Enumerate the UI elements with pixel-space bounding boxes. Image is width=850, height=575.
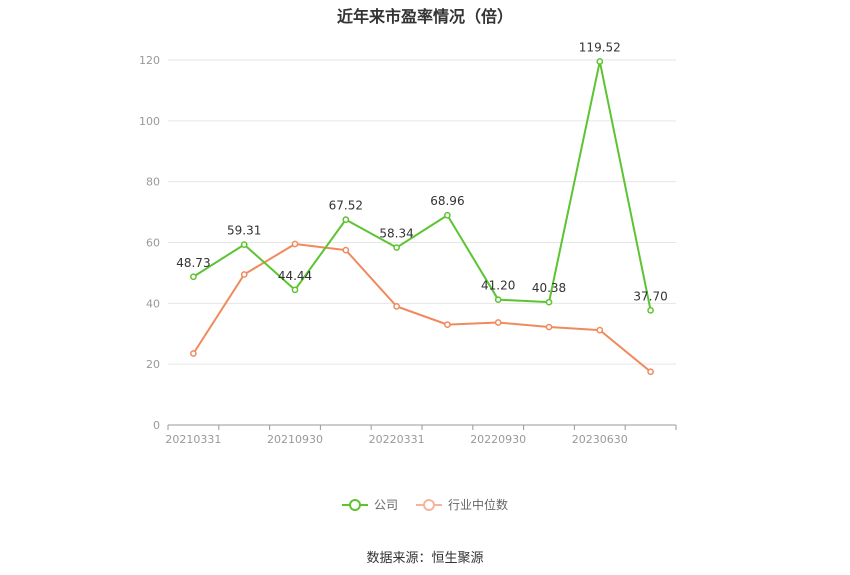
data-point-industry-median	[444, 321, 451, 328]
y-tick-label: 0	[153, 419, 160, 432]
data-point-company	[393, 244, 400, 251]
chart-title: 近年来市盈率情况（倍）	[336, 7, 513, 26]
y-tick-label: 40	[146, 297, 160, 310]
data-label-company: 119.52	[579, 40, 621, 54]
x-tick-label: 20220331	[369, 433, 425, 446]
data-point-company	[342, 216, 350, 223]
legend-swatch-industry-median	[416, 498, 442, 512]
legend-item-company[interactable]: 公司	[341, 496, 398, 513]
data-label-company: 48.73	[176, 256, 210, 270]
x-tick-label: 20210930	[267, 433, 323, 446]
data-point-industry-median	[291, 240, 299, 248]
data-point-industry-median	[545, 323, 553, 331]
data-point-company	[291, 286, 299, 294]
series-line-company	[192, 60, 652, 311]
data-point-industry-median	[596, 326, 604, 334]
data-label-company: 40.38	[532, 281, 566, 295]
data-label-company: 37.70	[633, 289, 667, 303]
data-source: 数据来源：恒生聚源	[366, 551, 484, 566]
legend-swatch-company	[341, 498, 368, 512]
data-labels: 48.73 59.31 44.44 67.52 58.34 68.96 41.20 40.38…	[176, 40, 668, 303]
data-label-company: 58.34	[379, 227, 413, 241]
legend-label-industry-median: 行业中位数	[448, 498, 509, 512]
gridlines	[168, 59, 676, 365]
axes: 0 20 40 60 80 100 120 20210331 20210930 20220331 2…	[139, 54, 677, 446]
data-point-company	[240, 241, 248, 248]
data-point-company	[190, 273, 197, 281]
data-point-company	[545, 298, 553, 306]
y-tick-label: 120	[139, 54, 160, 67]
data-label-company: 41.20	[481, 279, 515, 293]
series-line-industry-median	[192, 243, 652, 373]
data-point-industry-median	[240, 271, 248, 278]
series-lines	[190, 58, 654, 376]
data-point-industry-median	[190, 350, 197, 357]
data-label-company: 67.52	[329, 199, 363, 213]
y-tick-label: 20	[146, 358, 160, 371]
data-point-industry-median	[393, 303, 400, 310]
data-point-company	[647, 306, 654, 314]
data-label-company: 68.96	[430, 194, 464, 208]
data-point-industry-median	[494, 319, 502, 326]
legend: 公司 行业中位数	[0, 496, 850, 513]
data-point-industry-median	[342, 246, 350, 254]
data-label-company: 59.31	[227, 224, 261, 238]
data-point-company	[494, 296, 502, 304]
x-tick-label: 20210331	[165, 433, 221, 446]
data-point-industry-median	[647, 368, 654, 376]
data-label-company: 44.44	[278, 269, 312, 283]
y-tick-label: 100	[139, 115, 160, 128]
x-tick-label: 20230630	[572, 433, 628, 446]
data-point-company	[444, 211, 451, 219]
y-tick-label: 80	[146, 176, 160, 189]
data-point-company	[596, 58, 604, 65]
legend-label-company: 公司	[373, 498, 398, 512]
y-tick-label: 60	[146, 237, 160, 250]
x-tick-label: 20220930	[470, 433, 526, 446]
legend-item-industry-median[interactable]: 行业中位数	[416, 496, 508, 513]
